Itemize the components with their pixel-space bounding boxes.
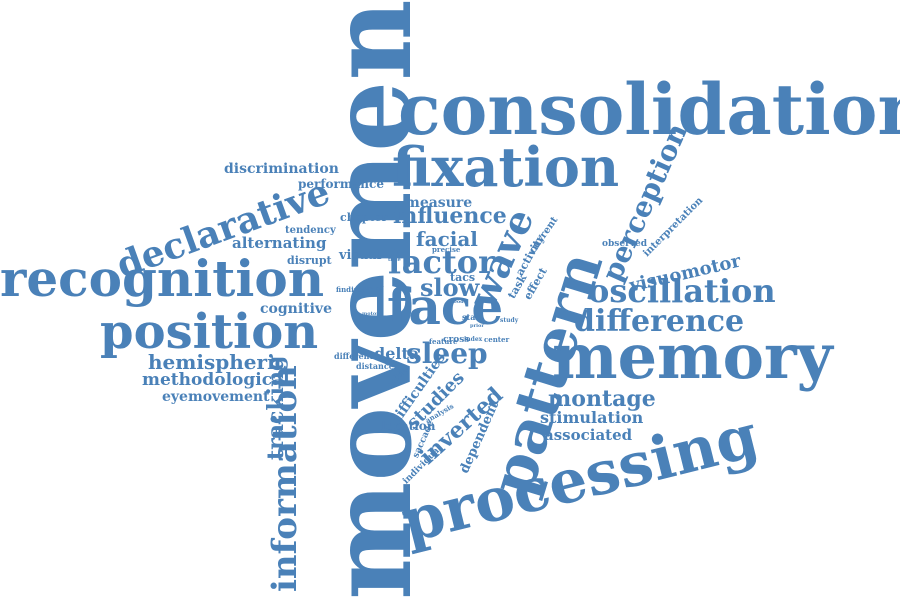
word-recognition: recognition bbox=[0, 249, 325, 308]
word-prior: prior bbox=[470, 323, 484, 329]
word-good: good bbox=[450, 299, 464, 305]
word-sleep: sleep bbox=[406, 337, 488, 370]
word-montage: montage bbox=[548, 386, 656, 412]
word-distance: distance bbox=[356, 361, 394, 371]
word-oscillation: oscillation bbox=[588, 272, 776, 310]
word-feature: feature bbox=[429, 337, 458, 346]
word-strong: strong bbox=[362, 285, 384, 292]
word-performance: performance bbox=[298, 177, 384, 191]
word-tacs: tacs bbox=[450, 271, 476, 284]
word-finding: finding bbox=[336, 285, 364, 294]
word-study: study bbox=[500, 317, 519, 324]
word-difference: difference bbox=[574, 304, 745, 339]
word-time: time bbox=[388, 257, 401, 263]
word-slow: slow bbox=[420, 273, 480, 302]
word-facial: facial bbox=[416, 227, 478, 251]
word-delta: delta bbox=[374, 344, 420, 363]
word-stimulation: stimulation bbox=[540, 408, 644, 427]
word-visual: visual bbox=[339, 248, 382, 263]
word-location: location bbox=[381, 419, 436, 433]
word-different: different bbox=[334, 351, 374, 361]
word-discrimination: discrimination bbox=[224, 161, 339, 177]
word-cognitive: cognitive bbox=[260, 301, 332, 317]
word-precise: precise bbox=[432, 245, 461, 254]
word-consolidation: consolidation bbox=[398, 68, 900, 151]
word-chapter: chapter bbox=[340, 211, 388, 224]
word-measure: measure bbox=[405, 195, 473, 211]
word-index: index bbox=[464, 336, 483, 343]
word-fixation: fixation bbox=[392, 135, 620, 199]
word-memory: memory bbox=[552, 320, 833, 393]
word-start: start bbox=[462, 312, 484, 322]
word-eyemovement: eyemovement bbox=[162, 389, 270, 405]
word-influence: influence bbox=[393, 203, 507, 229]
word-disrupt: disrupt bbox=[287, 254, 332, 267]
word-position: position bbox=[100, 304, 319, 360]
word-factor: factor bbox=[388, 243, 495, 281]
word-face: face bbox=[387, 277, 504, 336]
word-methodological: methodological bbox=[142, 370, 290, 390]
word-hemispheric: hemispheric bbox=[148, 350, 287, 374]
word-alternating: alternating bbox=[232, 234, 327, 252]
word-observed: observed bbox=[602, 239, 648, 249]
word-tendency: tendency bbox=[285, 225, 336, 236]
word-motor: motor bbox=[362, 311, 379, 317]
word-associated: associated bbox=[544, 426, 633, 444]
word-cross: cross bbox=[443, 335, 470, 345]
word-center: center bbox=[484, 335, 510, 344]
